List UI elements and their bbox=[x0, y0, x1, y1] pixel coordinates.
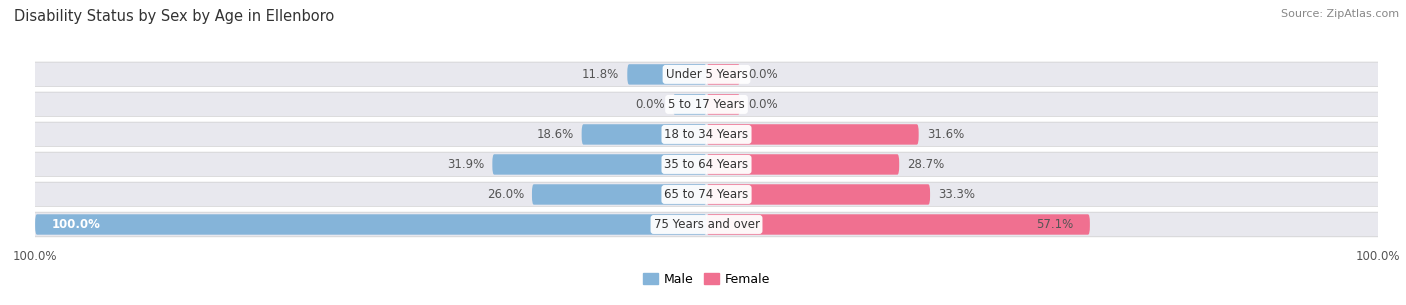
FancyBboxPatch shape bbox=[706, 64, 740, 84]
Text: 57.1%: 57.1% bbox=[1036, 218, 1073, 231]
Legend: Male, Female: Male, Female bbox=[638, 268, 775, 291]
FancyBboxPatch shape bbox=[706, 124, 918, 145]
Text: 31.9%: 31.9% bbox=[447, 158, 484, 171]
FancyBboxPatch shape bbox=[582, 124, 706, 145]
Text: Under 5 Years: Under 5 Years bbox=[665, 68, 748, 81]
FancyBboxPatch shape bbox=[35, 214, 706, 235]
FancyBboxPatch shape bbox=[706, 184, 931, 205]
FancyBboxPatch shape bbox=[706, 154, 900, 175]
Text: 75 Years and over: 75 Years and over bbox=[654, 218, 759, 231]
Text: 0.0%: 0.0% bbox=[748, 98, 778, 111]
FancyBboxPatch shape bbox=[28, 62, 1385, 87]
Text: 0.0%: 0.0% bbox=[636, 98, 665, 111]
Text: 35 to 64 Years: 35 to 64 Years bbox=[665, 158, 748, 171]
FancyBboxPatch shape bbox=[492, 154, 706, 175]
FancyBboxPatch shape bbox=[28, 122, 1385, 147]
Text: 100.0%: 100.0% bbox=[52, 218, 101, 231]
FancyBboxPatch shape bbox=[673, 94, 706, 115]
FancyBboxPatch shape bbox=[706, 94, 740, 115]
FancyBboxPatch shape bbox=[28, 152, 1385, 177]
Text: 65 to 74 Years: 65 to 74 Years bbox=[665, 188, 748, 201]
FancyBboxPatch shape bbox=[28, 212, 1385, 237]
Text: 5 to 17 Years: 5 to 17 Years bbox=[668, 98, 745, 111]
FancyBboxPatch shape bbox=[28, 92, 1385, 117]
Text: 28.7%: 28.7% bbox=[907, 158, 945, 171]
Text: Disability Status by Sex by Age in Ellenboro: Disability Status by Sex by Age in Ellen… bbox=[14, 9, 335, 24]
Text: 0.0%: 0.0% bbox=[748, 68, 778, 81]
Text: 18 to 34 Years: 18 to 34 Years bbox=[665, 128, 748, 141]
FancyBboxPatch shape bbox=[28, 182, 1385, 207]
Text: 18.6%: 18.6% bbox=[536, 128, 574, 141]
Text: 33.3%: 33.3% bbox=[938, 188, 976, 201]
FancyBboxPatch shape bbox=[627, 64, 706, 84]
Text: 26.0%: 26.0% bbox=[486, 188, 524, 201]
Text: 31.6%: 31.6% bbox=[927, 128, 965, 141]
FancyBboxPatch shape bbox=[706, 214, 1090, 235]
Text: Source: ZipAtlas.com: Source: ZipAtlas.com bbox=[1281, 9, 1399, 19]
Text: 11.8%: 11.8% bbox=[582, 68, 619, 81]
FancyBboxPatch shape bbox=[531, 184, 706, 205]
